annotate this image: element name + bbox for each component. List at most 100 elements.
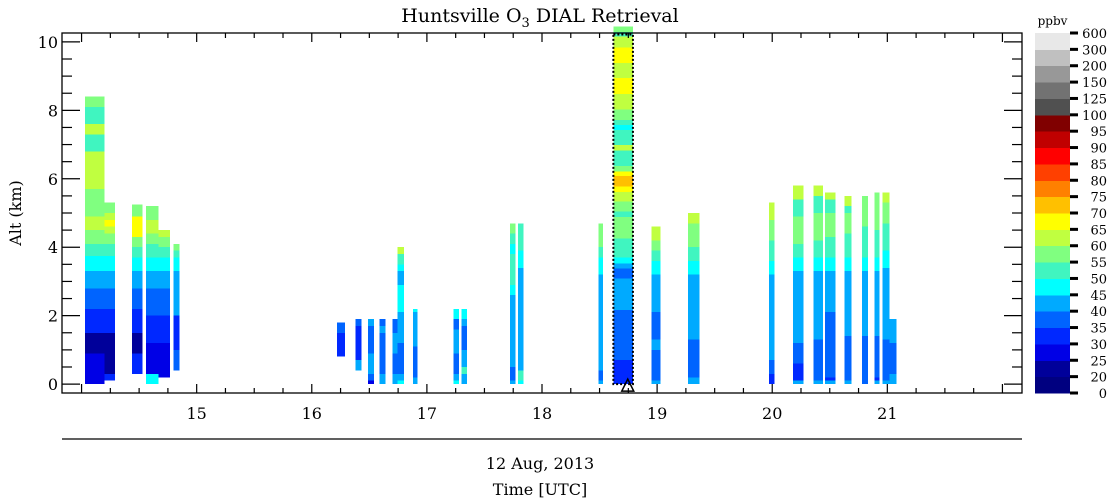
ozone-cell (688, 377, 700, 385)
ozone-cell (889, 319, 897, 344)
colorbar-tick-label: 85 (1090, 158, 1107, 173)
ozone-cell (613, 211, 633, 217)
ozone-cell (768, 202, 775, 220)
axes: 15 16 17 18 19 20 21 0 2 4 6 8 10 (38, 32, 1023, 423)
colorbar-swatch (1035, 327, 1070, 345)
ozone-cell (453, 329, 460, 354)
ozone-cell (813, 213, 823, 241)
ozone-cell (813, 271, 823, 330)
ozone-cell (461, 349, 468, 367)
ozone-cell (85, 189, 105, 217)
ozone-cell (355, 319, 362, 326)
ozone-cell (146, 288, 159, 316)
ozone-cell (85, 96, 105, 107)
x-tick-label: 17 (417, 404, 437, 423)
colorbar-swatch (1035, 147, 1070, 165)
ozone-cell (355, 325, 362, 361)
colorbar-swatch (1035, 131, 1070, 149)
ozone-cell (613, 166, 633, 172)
colorbar-tick-label: 75 (1090, 191, 1107, 206)
profile-column (337, 322, 346, 357)
ozone-cell (158, 315, 171, 344)
ozone-cell (792, 380, 804, 385)
highlight-box (612, 33, 634, 386)
x-axis-label: Time [UTC] (493, 480, 587, 499)
ozone-cell (882, 202, 890, 224)
profile-column (768, 202, 775, 385)
profile-column (813, 185, 823, 385)
profile-column (874, 192, 880, 385)
ozone-cell (768, 240, 775, 261)
ozone-cell (158, 230, 171, 237)
ozone-cell (613, 216, 633, 239)
ozone-cell (825, 271, 836, 313)
colorbar-tick-label: 60 (1090, 240, 1107, 255)
y-tick-label: 2 (48, 307, 58, 326)
ozone-cell (844, 206, 852, 213)
ozone-cell (158, 236, 171, 248)
ozone-cell (173, 349, 180, 371)
ozone-cell (889, 373, 897, 385)
ozone-cell (844, 233, 852, 258)
ozone-cell (688, 274, 700, 340)
profile-column (517, 223, 524, 385)
ozone-cell (85, 124, 105, 135)
ozone-cell (598, 380, 604, 385)
colorbar-tick-label: 65 (1090, 223, 1107, 238)
ozone-cell (146, 271, 159, 289)
profile-column (368, 319, 374, 385)
colorbar-swatch (1035, 245, 1070, 263)
ozone-cell (132, 271, 143, 289)
ozone-cell (825, 312, 836, 378)
ozone-cell (368, 325, 374, 354)
colorbar-swatch (1035, 180, 1070, 198)
ozone-cell (874, 230, 880, 258)
ozone-cell (85, 216, 105, 231)
colorbar-tick-label: 90 (1090, 142, 1107, 157)
ozone-cell (158, 288, 171, 316)
ozone-cell (688, 339, 700, 378)
profile-column (355, 319, 362, 371)
ozone-cell (368, 319, 374, 326)
ozone-cell (598, 247, 604, 258)
colorbar-tick-label: 100 (1082, 109, 1107, 124)
ozone-cell (104, 255, 115, 272)
x-tick-label: 18 (532, 404, 552, 423)
profile-column (613, 26, 633, 385)
y-tick-label: 8 (48, 101, 58, 120)
profile-column (392, 319, 398, 385)
ozone-cell (768, 373, 775, 385)
ozone-cell (132, 332, 143, 354)
ozone-cell (337, 322, 346, 333)
profile-column (158, 230, 171, 378)
chart-title: Huntsville O3 DIAL Retrieval (401, 5, 678, 31)
ozone-cell (509, 243, 516, 255)
ozone-cell (844, 257, 852, 272)
ozone-cell (825, 377, 836, 381)
x-axis-date: 12 Aug, 2013 (486, 454, 594, 473)
profile-column (146, 206, 159, 385)
ozone-cell (104, 213, 115, 220)
ozone-cell (146, 219, 159, 234)
ozone-cell (173, 271, 180, 316)
x-tick-label: 19 (647, 404, 667, 423)
ozone-cell (104, 308, 115, 333)
profile-column (461, 308, 468, 385)
colorbar-tick-label: 30 (1090, 338, 1107, 353)
y-tick-label: 10 (38, 33, 58, 52)
ozone-cell (613, 278, 633, 311)
ozone-cell (889, 343, 897, 374)
ozone-cell (453, 373, 460, 381)
ozone-cell (461, 319, 468, 326)
ozone-cell (651, 260, 661, 275)
ozone-cell (397, 380, 404, 385)
ozone-cell (146, 343, 159, 374)
ozone-cell (688, 223, 700, 248)
ozone-cell (85, 353, 105, 374)
ozone-cell (768, 360, 775, 374)
ozone-cell (874, 377, 880, 381)
ozone-cell (844, 380, 852, 385)
colorbar-swatch (1035, 213, 1070, 230)
ozone-cell (509, 233, 516, 244)
colorbar-swatch (1035, 196, 1070, 214)
